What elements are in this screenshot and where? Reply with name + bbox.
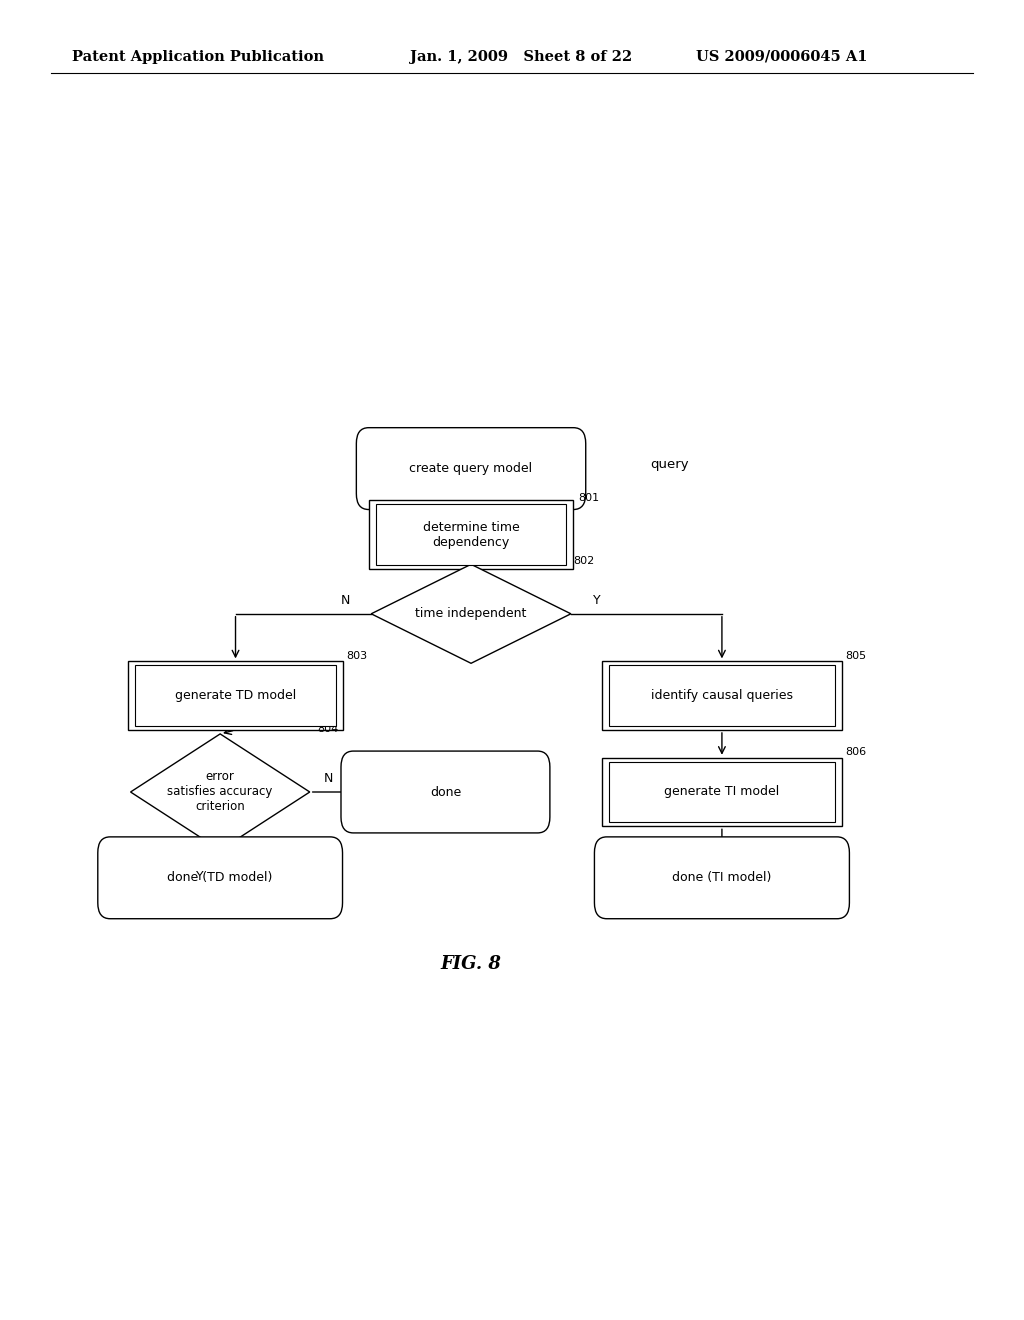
- FancyBboxPatch shape: [341, 751, 550, 833]
- Text: 804: 804: [317, 723, 339, 734]
- Text: Y: Y: [593, 594, 600, 607]
- Text: create query model: create query model: [410, 462, 532, 475]
- Text: done: done: [430, 785, 461, 799]
- Bar: [601, 758, 842, 826]
- FancyBboxPatch shape: [356, 428, 586, 510]
- Text: Jan. 1, 2009   Sheet 8 of 22: Jan. 1, 2009 Sheet 8 of 22: [410, 50, 632, 63]
- Text: generate TI model: generate TI model: [665, 785, 779, 799]
- Text: done (TI model): done (TI model): [672, 871, 772, 884]
- Bar: [128, 661, 343, 730]
- Text: Patent Application Publication: Patent Application Publication: [72, 50, 324, 63]
- Text: Y: Y: [196, 870, 204, 883]
- Text: time independent: time independent: [416, 607, 526, 620]
- Text: done (TD model): done (TD model): [168, 871, 272, 884]
- Bar: [601, 661, 842, 730]
- Text: determine time
dependency: determine time dependency: [423, 520, 519, 549]
- Text: 805: 805: [845, 651, 866, 661]
- Text: 802: 802: [573, 556, 595, 566]
- Bar: [608, 762, 835, 822]
- Text: US 2009/0006045 A1: US 2009/0006045 A1: [696, 50, 867, 63]
- Bar: [135, 665, 336, 726]
- Text: identify causal queries: identify causal queries: [651, 689, 793, 702]
- Text: error
satisfies accuracy
criterion: error satisfies accuracy criterion: [168, 771, 272, 813]
- Text: generate TD model: generate TD model: [175, 689, 296, 702]
- Bar: [369, 500, 573, 569]
- Text: 801: 801: [579, 492, 600, 503]
- Text: 806: 806: [845, 747, 866, 758]
- Text: 803: 803: [346, 651, 368, 661]
- Text: FIG. 8: FIG. 8: [440, 954, 502, 973]
- Text: query: query: [650, 458, 689, 471]
- FancyBboxPatch shape: [594, 837, 849, 919]
- Bar: [376, 504, 566, 565]
- FancyBboxPatch shape: [98, 837, 342, 919]
- Bar: [608, 665, 835, 726]
- Polygon shape: [131, 734, 309, 850]
- Text: N: N: [341, 594, 350, 607]
- Polygon shape: [372, 565, 571, 663]
- Text: N: N: [324, 772, 333, 785]
